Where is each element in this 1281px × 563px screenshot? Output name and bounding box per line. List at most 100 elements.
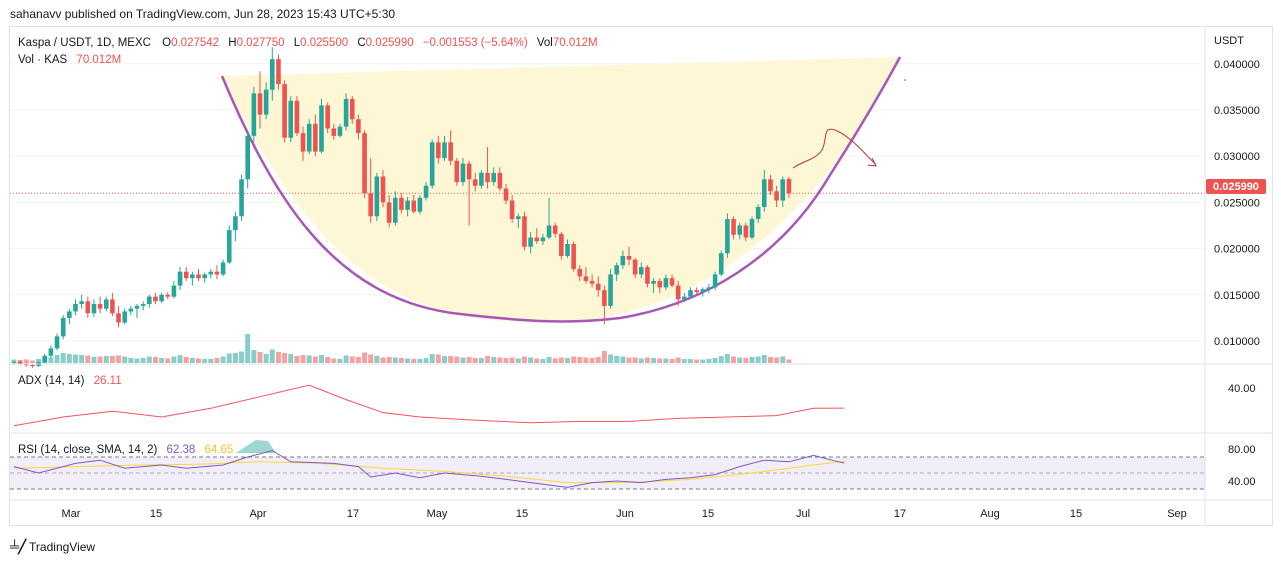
- brand-footer[interactable]: ╧╱ TradingView: [10, 539, 95, 555]
- volume-bar: [355, 357, 361, 363]
- candle-body: [755, 207, 761, 220]
- time-axis-ticks[interactable]: Mar 15 Apr 17 May 15 Jun 15 Jul 17 Aug 15 Sep: [62, 508, 1187, 520]
- volume-bar: [306, 355, 312, 363]
- volume-bar: [694, 359, 700, 363]
- candle-body: [202, 274, 207, 279]
- volume-bar: [632, 357, 638, 363]
- volume-bar: [109, 356, 115, 363]
- rsi-axis-tick-lower: 40.00: [1228, 476, 1256, 488]
- candle-body: [706, 287, 712, 290]
- candle-body: [386, 202, 392, 223]
- candle-body: [220, 262, 226, 275]
- candle-body: [448, 142, 453, 161]
- volume-bar: [11, 359, 17, 363]
- adx-line: [13, 384, 845, 427]
- candle-body: [356, 119, 361, 134]
- projection-arrowhead: [867, 157, 877, 167]
- price-axis-ticks[interactable]: 0.040000 0.035000 0.030000 0.025000 0.020000…: [1214, 59, 1260, 348]
- candle-body: [565, 243, 570, 256]
- adx-legend: ADX (14, 14) 26.11: [18, 375, 122, 387]
- time-tick: Aug: [980, 508, 1000, 520]
- volume-bar: [546, 357, 552, 363]
- candle-body: [540, 237, 546, 242]
- volume-bar: [478, 358, 484, 363]
- candle-body: [632, 259, 638, 275]
- volume-bar: [454, 356, 460, 363]
- volume-bar: [472, 358, 478, 363]
- time-tick: 15: [150, 508, 162, 520]
- candle-body: [300, 133, 306, 152]
- volume-bar: [558, 357, 564, 363]
- candle-body: [466, 163, 472, 180]
- volume-bar: [202, 359, 208, 363]
- volume-bar: [263, 354, 269, 363]
- candle-body: [153, 296, 158, 302]
- volume-bar: [288, 354, 294, 363]
- rsi-overbought-fill: [236, 440, 276, 453]
- volume-bar: [442, 356, 447, 363]
- time-tick: 17: [894, 508, 906, 520]
- candle-body: [620, 255, 626, 266]
- volume-legend: Vol · KAS 70.012M: [18, 54, 121, 66]
- projection-arrow[interactable]: [792, 128, 877, 169]
- volume-bar: [761, 355, 767, 363]
- candle-body: [54, 336, 60, 349]
- volume-bar: [368, 354, 374, 363]
- candle-body: [380, 176, 386, 203]
- rsi-ma-line: [13, 460, 845, 484]
- candle-body: [509, 200, 515, 220]
- candle-body: [700, 289, 706, 293]
- candle-body: [233, 216, 238, 231]
- candle-body: [417, 197, 423, 212]
- high-label: H: [228, 37, 236, 49]
- candle-body: [497, 172, 503, 189]
- volume-bar: [405, 358, 411, 363]
- volume-bar: [534, 358, 540, 363]
- volume-bar: [774, 357, 780, 363]
- volume-bar: [189, 358, 195, 363]
- volume-bar: [128, 358, 134, 363]
- volume-bars: [11, 334, 792, 363]
- time-tick: Sep: [1167, 508, 1187, 520]
- volume-bar: [257, 352, 263, 363]
- volume-bar: [663, 358, 669, 363]
- brand-name: TradingView: [29, 540, 96, 554]
- candle-body: [110, 299, 115, 314]
- candle-body: [749, 219, 755, 238]
- volume-bar: [48, 357, 54, 363]
- candle-body: [663, 278, 669, 288]
- volume-bar: [509, 357, 515, 363]
- publisher-caption: sahanavv published on TradingView.com, J…: [10, 7, 396, 21]
- volume-bar: [23, 359, 29, 363]
- candle-body: [337, 126, 343, 136]
- volume-bar: [331, 358, 337, 363]
- volume-bar: [60, 353, 66, 363]
- price-tick: 0.010000: [1214, 336, 1260, 348]
- volume-bar: [724, 354, 730, 363]
- rsi-line: [13, 450, 845, 488]
- candle-body: [17, 361, 23, 365]
- candle-body: [343, 98, 349, 127]
- volume-bar: [91, 357, 97, 363]
- volume-bar: [146, 356, 152, 363]
- symbol-label: Kaspa / USDT, 1D, MEXC: [18, 37, 151, 49]
- volume-bar: [485, 356, 491, 363]
- price-tick: 0.025000: [1214, 197, 1260, 209]
- candle-body: [374, 176, 380, 217]
- volume-bar: [103, 356, 109, 363]
- volume-bar: [275, 352, 281, 363]
- volume-bar: [159, 358, 165, 363]
- candle-body: [147, 296, 152, 305]
- legend-line: Kaspa / USDT, 1D, MEXC O0.027542 H0.0277…: [18, 37, 598, 49]
- candle-body: [263, 89, 269, 115]
- rsi-axis-tick-upper: 80.00: [1228, 444, 1256, 456]
- cup-arc-drawing[interactable]: [220, 56, 902, 323]
- candle-body: [657, 280, 663, 288]
- volume-series-value: 70.012M: [76, 54, 121, 66]
- volume-bar: [97, 356, 103, 363]
- candle-body: [42, 355, 48, 363]
- candle-body: [411, 200, 417, 212]
- candle-body: [682, 296, 687, 300]
- volume-bar: [552, 358, 558, 363]
